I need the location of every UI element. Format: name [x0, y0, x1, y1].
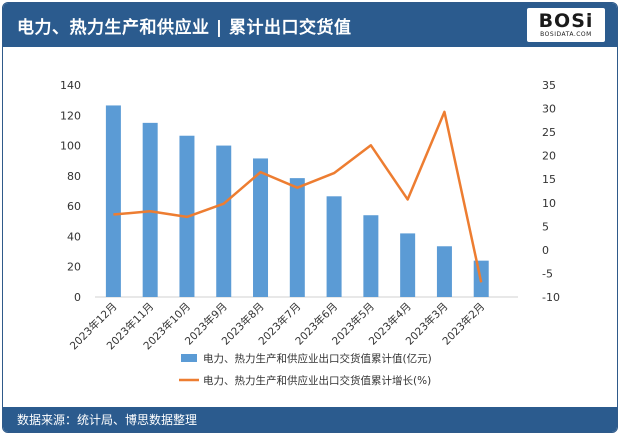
right-axis-tick-label: 5 [542, 220, 549, 233]
right-axis-tick-label: 25 [542, 126, 556, 139]
legend-line-label: 电力、热力生产和供应业出口交货值累计增长(%) [203, 374, 431, 387]
bar [363, 215, 379, 297]
right-axis-tick-label: 35 [542, 79, 556, 92]
logo-subtext: BOSIDATA.COM [540, 31, 592, 38]
legend-bar-swatch [181, 354, 197, 362]
data-source: 数据来源：统计局、博思数据整理 [17, 413, 198, 427]
right-axis-tick-label: -10 [542, 291, 560, 304]
bar [400, 233, 416, 297]
chart-area: 0 20 40 60 80 100 120 140 -10 -5 0 5 10 15 20 25 30 35 2… [3, 47, 617, 407]
left-axis-tick-label: 20 [67, 261, 81, 274]
bar [142, 122, 158, 297]
right-axis-tick-label: 15 [542, 173, 556, 186]
bar [289, 178, 305, 297]
left-axis-tick-label: 40 [67, 230, 81, 243]
bar [436, 246, 452, 297]
growth-line [113, 110, 483, 283]
header-bar: 电力、热力生产和供应业 | 累计出口交货值 BOSi BOSIDATA.COM [3, 3, 617, 47]
left-axis-tick-label: 120 [60, 109, 81, 122]
bar [216, 145, 232, 297]
logo-text: BOSi [538, 10, 594, 32]
bar [253, 158, 269, 297]
right-axis-tick-label: 30 [542, 103, 556, 116]
bar [105, 105, 121, 297]
left-axis-tick-label: 100 [60, 140, 81, 153]
page-title: 电力、热力生产和供应业 | 累计出口交货值 [17, 18, 352, 38]
left-axis-tick-label: 80 [67, 170, 81, 183]
right-axis-tick-label: 0 [542, 244, 549, 257]
bosi-logo: BOSi BOSIDATA.COM [527, 8, 605, 42]
right-axis-tick-label: 10 [542, 197, 556, 210]
legend-bar-label: 电力、热力生产和供应业出口交货值累计值(亿元) [203, 352, 432, 365]
left-axis-tick-label: 60 [67, 200, 81, 213]
right-axis-tick-label: 20 [542, 150, 556, 163]
footer-bar: 数据来源：统计局、博思数据整理 [3, 407, 617, 432]
right-axis-tick-label: -5 [542, 267, 553, 280]
left-axis-tick-label: 0 [74, 291, 81, 304]
left-axis-tick-label: 140 [60, 79, 81, 92]
bar [326, 196, 342, 297]
